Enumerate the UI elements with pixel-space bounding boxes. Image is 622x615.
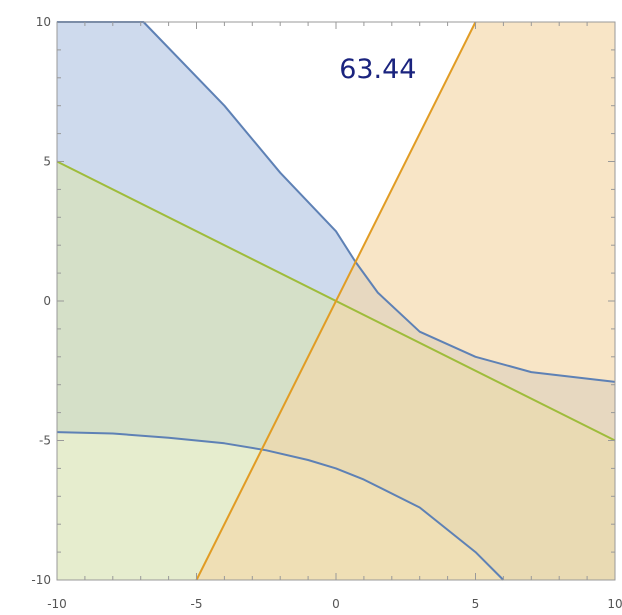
x-tick-label: 0 [332,597,340,611]
orange-boundary-line [195,21,477,581]
y-tick-label: 10 [36,15,51,29]
x-tick-label: 5 [472,597,480,611]
orange-region [196,22,615,580]
boundary-curves-layer [56,21,616,581]
x-tick-label: -10 [47,597,67,611]
value-annotation: 63.44 [339,54,416,85]
x-tick-label: -5 [191,597,203,611]
x-tick-label: 10 [607,597,622,611]
y-tick-labels: -10 -5 0 5 10 [31,15,51,587]
y-tick-label: -5 [39,434,51,448]
y-tick-label: 5 [43,155,51,169]
lower-boundary-curve [56,431,505,581]
y-tick-label: 0 [43,294,51,308]
x-tick-labels: -10 -5 0 5 10 [47,597,622,611]
y-tick-label: -10 [31,573,51,587]
axis-ticks [56,21,616,581]
